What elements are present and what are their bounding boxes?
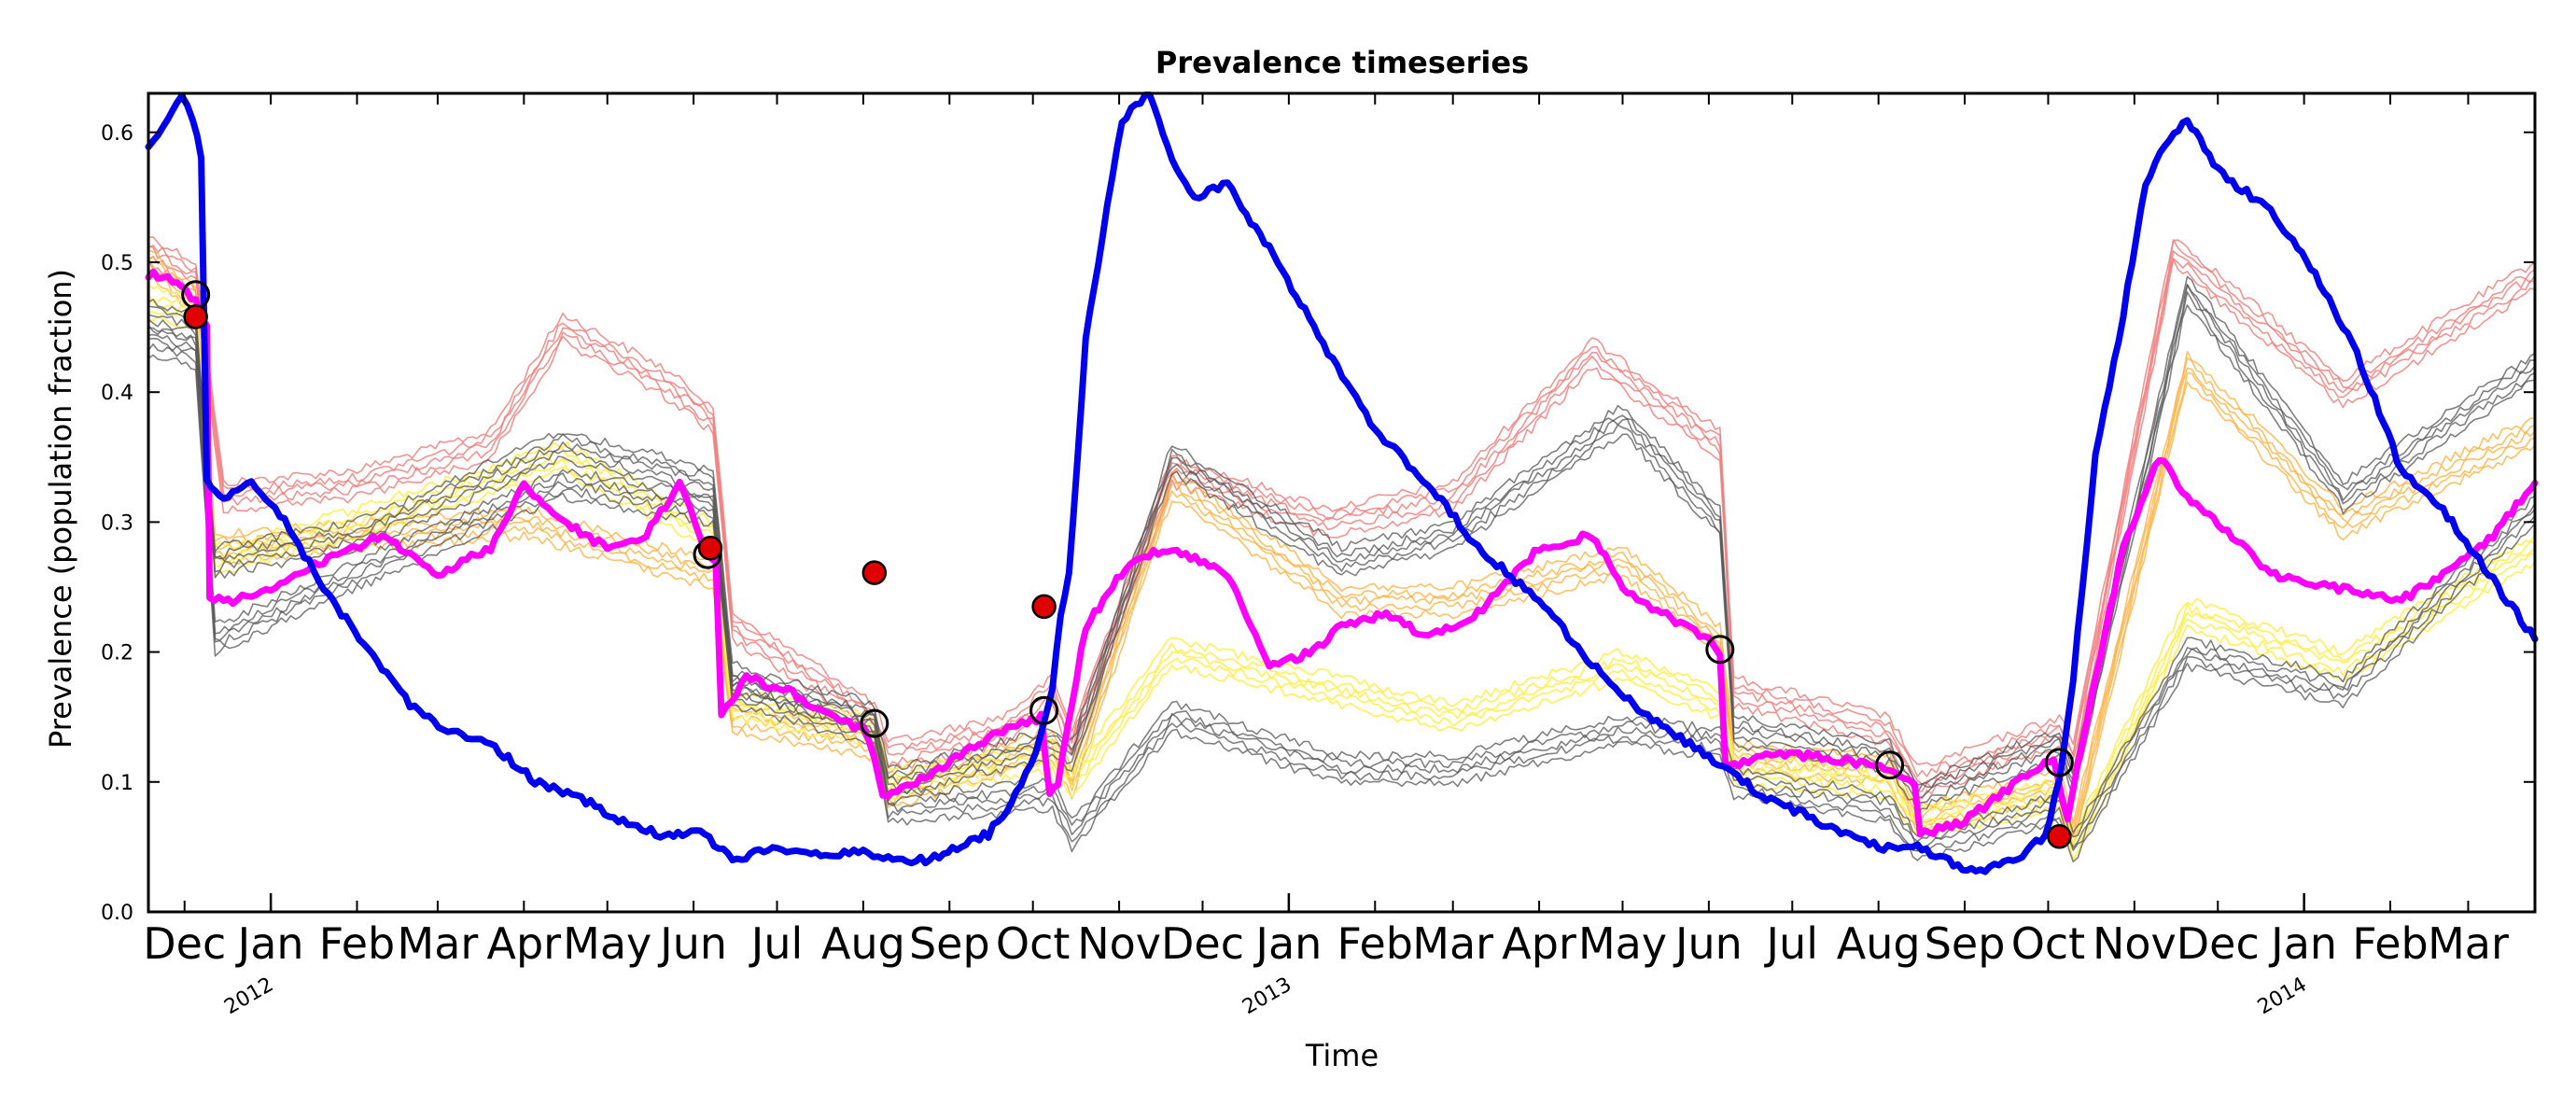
- month-label-25: Jan: [2268, 918, 2337, 969]
- ensemble-line-6-1: [147, 284, 2536, 794]
- ensemble-line-3-0: [147, 249, 2536, 824]
- month-label-19: Jul: [1764, 918, 1819, 969]
- ensemble-line-4-3: [147, 309, 2536, 850]
- observed-point-3: [1031, 594, 1057, 620]
- y-tick-label-4: 0.4: [101, 382, 133, 405]
- month-label-6: Jun: [657, 918, 727, 969]
- y-tick-label-5: 0.5: [101, 252, 133, 275]
- observed-point-2: [861, 560, 888, 585]
- month-label-10: Oct: [996, 918, 1071, 969]
- ensemble-line-4-2: [147, 300, 2536, 845]
- ensemble-line-3-4: [147, 275, 2536, 847]
- y-tick-label-0: 0.0: [101, 902, 133, 925]
- ensemble-line-5-4: [147, 354, 2536, 863]
- y-tick-label-3: 0.3: [101, 511, 133, 535]
- series-line-magenta: [145, 268, 2539, 838]
- markers: [181, 280, 2074, 849]
- chart-title: Prevalence timeseries: [1155, 45, 1529, 80]
- open-marker-6: [2044, 748, 2074, 777]
- month-label-1: Jan: [235, 918, 304, 969]
- ensemble-line-4-1: [147, 294, 2536, 838]
- month-label-18: Jun: [1673, 918, 1743, 969]
- ensemble-lines: [147, 236, 2536, 863]
- y-tick-label-1: 0.1: [101, 772, 133, 795]
- ensemble-line-2-3: [147, 256, 2536, 792]
- month-label-9: Sep: [909, 918, 990, 969]
- month-label-11: Nov: [1077, 918, 1161, 969]
- y-axis-label: Prevalence (population fraction): [43, 269, 78, 749]
- month-label-13: Jan: [1253, 918, 1322, 969]
- open-marker-2: [860, 708, 889, 738]
- ensemble-line-5-3: [147, 343, 2536, 853]
- month-label-21: Sep: [1925, 918, 2006, 969]
- open-marker-3: [1029, 695, 1059, 725]
- ensemble-line-3-2: [147, 259, 2536, 838]
- month-label-20: Aug: [1837, 918, 1921, 969]
- ensemble-line-5-2: [147, 337, 2536, 852]
- y-tick-label-6: 0.6: [101, 122, 133, 146]
- month-label-12: Dec: [1161, 918, 1244, 969]
- observed-point-4: [2047, 824, 2072, 849]
- month-label-8: Aug: [821, 918, 905, 969]
- month-label-17: May: [1578, 918, 1667, 969]
- open-marker-4: [1705, 635, 1735, 665]
- observed-point-0: [183, 304, 208, 329]
- month-label-2: Feb: [319, 918, 395, 969]
- month-label-3: Mar: [398, 918, 479, 969]
- month-label-14: Feb: [1337, 918, 1413, 969]
- ensemble-line-3-3: [147, 269, 2536, 837]
- month-label-23: Nov: [2093, 918, 2177, 969]
- ensemble-line-2-0: [147, 236, 2536, 766]
- month-label-0: Dec: [143, 918, 226, 969]
- month-label-27: Mar: [2428, 918, 2509, 969]
- month-label-15: Mar: [1412, 918, 1493, 969]
- series-line-blue: [145, 91, 2539, 875]
- month-label-5: May: [563, 918, 651, 969]
- ensemble-line-5-1: [147, 333, 2536, 842]
- open-marker-5: [1875, 750, 1905, 780]
- ensemble-line-2-4: [147, 259, 2536, 800]
- y-tick-label-2: 0.2: [101, 642, 133, 665]
- observed-point-1: [697, 535, 723, 561]
- ensemble-line-5-0: [147, 324, 2536, 838]
- x-axis-label: Time: [1305, 1038, 1379, 1073]
- month-label-24: Dec: [2177, 918, 2260, 969]
- ensemble-line-2-2: [147, 245, 2536, 785]
- month-label-22: Oct: [2011, 918, 2086, 969]
- plot-frame: [147, 91, 2537, 914]
- main-series: [145, 91, 2539, 875]
- month-label-7: Jul: [749, 918, 804, 969]
- month-label-4: Apr: [487, 918, 562, 969]
- ensemble-line-3-1: [147, 255, 2536, 831]
- month-label-26: Feb: [2352, 918, 2428, 969]
- ensemble-line-6-0: [147, 275, 2536, 786]
- month-label-16: Apr: [1502, 918, 1576, 969]
